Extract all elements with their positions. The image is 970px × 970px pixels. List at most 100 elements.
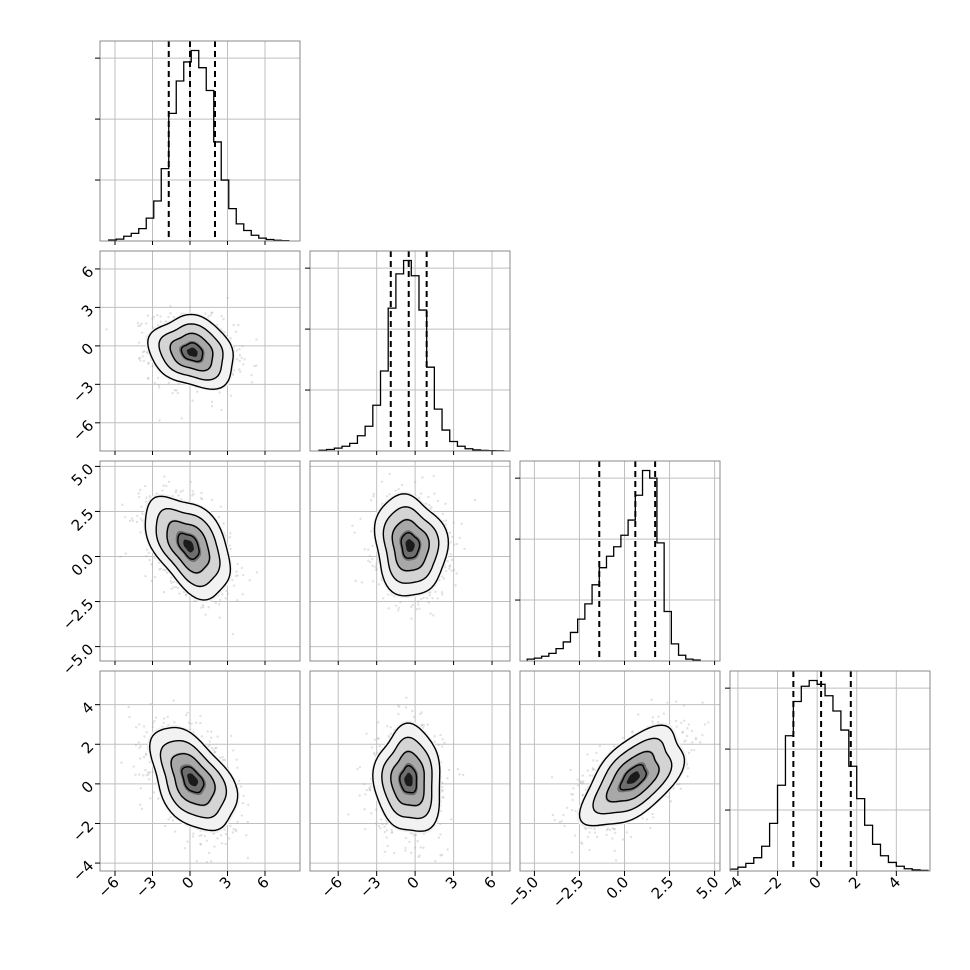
scatter-point xyxy=(138,746,141,750)
scatter-point xyxy=(414,481,417,484)
scatter-point xyxy=(162,721,166,725)
scatter-point xyxy=(224,832,228,836)
scatter-point xyxy=(186,711,189,714)
scatter-point xyxy=(226,296,229,300)
scatter-point xyxy=(138,324,142,327)
contour-line-3 xyxy=(144,495,232,601)
histogram-frame-2 xyxy=(519,460,721,662)
scatter-point xyxy=(450,818,453,821)
histogram-panel-2 xyxy=(520,461,720,661)
scatter-point xyxy=(458,536,461,540)
scatter-point xyxy=(207,315,210,318)
scatter-point xyxy=(199,843,202,846)
scatter-point xyxy=(215,746,218,750)
scatter-point xyxy=(235,758,238,761)
scatter-point xyxy=(630,731,634,734)
scatter-point xyxy=(380,480,384,483)
contour-line-3 xyxy=(578,724,686,827)
scatter-point xyxy=(214,601,218,605)
scatter-point xyxy=(369,788,372,791)
contour-line-0 xyxy=(177,532,200,561)
scatter-point xyxy=(581,782,584,785)
scatter-point xyxy=(216,837,219,840)
scatter-point xyxy=(228,536,232,539)
scatter-point xyxy=(558,821,562,824)
scatter-point xyxy=(358,794,361,797)
scatter-point xyxy=(439,854,442,857)
scatter-point xyxy=(449,564,452,567)
scatter-point xyxy=(136,514,139,518)
scatter-point xyxy=(404,846,407,850)
scatter-frame-2-1 xyxy=(309,460,511,662)
scatter-point xyxy=(232,323,235,327)
scatter-point xyxy=(595,835,599,839)
scatter-point xyxy=(588,774,592,777)
scatter-point xyxy=(367,548,370,551)
scatter-point xyxy=(378,744,382,748)
histogram-frame-0 xyxy=(99,40,301,242)
scatter-point xyxy=(390,830,394,834)
scatter-point xyxy=(579,781,582,784)
scatter-point xyxy=(191,399,194,402)
scatter-point xyxy=(656,721,660,724)
contour-line-1 xyxy=(605,750,660,803)
density-level-4 xyxy=(405,539,415,552)
scatter-point xyxy=(144,500,148,503)
scatter-point xyxy=(172,586,175,589)
scatter-point xyxy=(144,574,147,578)
scatter-point xyxy=(241,801,245,805)
contour-line-3 xyxy=(148,726,239,832)
scatter-point xyxy=(195,859,199,863)
scatter-point xyxy=(370,812,373,815)
scatter-point xyxy=(580,780,583,783)
scatter-point xyxy=(363,548,366,551)
scatter-point xyxy=(189,480,192,484)
scatter-point xyxy=(393,851,396,855)
scatter-point xyxy=(227,837,231,840)
scatter-point xyxy=(692,748,696,752)
scatter-point xyxy=(420,723,424,726)
scatter-point xyxy=(452,521,455,525)
scatter-point xyxy=(229,336,232,340)
scatter-point xyxy=(386,844,389,848)
scatter-point xyxy=(219,834,223,837)
scatter-point xyxy=(201,604,204,607)
scatter-point xyxy=(199,843,203,846)
scatter-point xyxy=(365,788,368,792)
scatter-point xyxy=(222,317,225,321)
scatter-point xyxy=(162,590,166,594)
scatter-point xyxy=(649,826,652,830)
scatter-point xyxy=(192,492,195,496)
scatter-point xyxy=(138,488,142,492)
scatter-point xyxy=(631,730,635,733)
scatter-point xyxy=(131,519,135,522)
scatter-point xyxy=(146,314,150,317)
scatter-point xyxy=(164,320,167,323)
scatter-point xyxy=(444,502,447,505)
scatter-point xyxy=(236,766,239,769)
scatter-point xyxy=(200,833,203,837)
scatter-point xyxy=(637,713,640,716)
scatter-point xyxy=(231,632,235,636)
scatter-point xyxy=(179,490,182,493)
scatter-point xyxy=(177,382,180,386)
scatter-point xyxy=(229,532,232,535)
scatter-point xyxy=(383,830,387,834)
scatter-point xyxy=(560,820,564,823)
scatter-point xyxy=(151,770,154,774)
scatter-point xyxy=(241,573,245,577)
histogram-frame-3 xyxy=(729,670,931,872)
x-tick-label: −4 xyxy=(717,873,745,901)
scatter-point xyxy=(419,846,423,849)
scatter-point xyxy=(433,740,436,744)
contour-line-1 xyxy=(170,753,216,806)
scatter-point xyxy=(363,783,366,786)
scatter-point xyxy=(563,824,566,828)
scatter-point xyxy=(255,364,258,367)
scatter-point xyxy=(151,326,155,329)
scatter-point xyxy=(460,522,463,525)
scatter-point xyxy=(139,517,142,520)
scatter-point xyxy=(388,493,391,496)
scatter-point xyxy=(428,504,431,507)
scatter-point xyxy=(676,783,679,786)
